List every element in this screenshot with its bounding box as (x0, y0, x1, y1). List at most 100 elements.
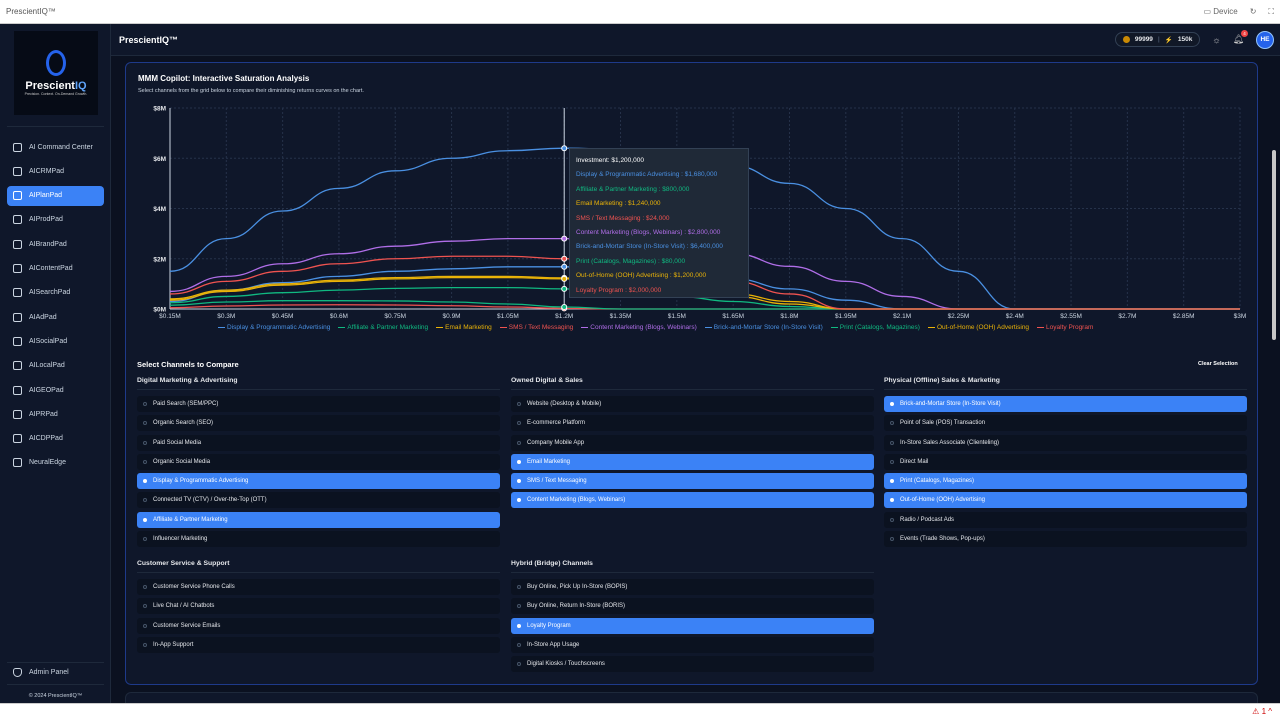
legend-item[interactable]: Affiliate & Partner Marketing (338, 324, 428, 331)
channel-option[interactable]: Events (Trade Shows, Pop-ups) (884, 531, 1247, 548)
sidebar-item-ai-command-center[interactable]: AI Command Center (7, 137, 104, 157)
channel-label: Events (Trade Shows, Pop-ups) (900, 536, 985, 543)
channel-option[interactable]: In-Store App Usage (511, 636, 874, 653)
tooltip-row: Out-of-Home (OOH) Advertising : $1,200,0… (576, 272, 707, 280)
legend-item[interactable]: SMS / Text Messaging (499, 324, 574, 331)
sidebar-item-neuraledge[interactable]: NeuralEdge (7, 453, 104, 473)
nav-icon (13, 288, 22, 298)
radio-dot-icon (143, 604, 147, 609)
nav-icon (13, 458, 22, 468)
channel-option[interactable]: Paid Search (SEM/PPC) (137, 396, 500, 412)
channel-option[interactable]: Buy Online, Pick Up In-Store (BOPIS) (511, 579, 874, 595)
channel-option[interactable]: Print (Catalogs, Magazines) (884, 473, 1247, 490)
channel-option[interactable]: Company Mobile App (511, 434, 874, 451)
y-tick-label: $4M (153, 206, 166, 213)
sidebar-item-ailocalpad[interactable]: AILocalPad (7, 356, 104, 376)
channel-option[interactable]: Out-of-Home (OOH) Advertising (884, 492, 1247, 509)
x-tick-label: $2.1M (893, 313, 911, 320)
channel-label: Loyalty Program (527, 622, 571, 629)
fullscreen-icon[interactable]: ⛶ (1268, 6, 1274, 16)
scrollbar[interactable] (1272, 150, 1276, 340)
channel-option[interactable]: Brick-and-Mortar Store (In-Store Visit) (884, 396, 1247, 412)
clear-selection-button[interactable]: Clear Selection (1198, 361, 1238, 367)
divider (7, 126, 104, 127)
shield-icon (13, 667, 22, 677)
legend-item[interactable]: Display & Programmatic Advertising (218, 324, 330, 331)
channel-option[interactable]: Point of Sale (POS) Transaction (884, 415, 1247, 432)
channel-group-title: Owned Digital & Sales (511, 377, 874, 390)
sidebar-item-aiplanpad[interactable]: AIPlanPad (7, 185, 104, 206)
channel-option[interactable]: Loyalty Program (511, 617, 874, 634)
legend-label: SMS / Text Messaging (508, 324, 574, 331)
copyright: © 2024 PrescientIQ™ (28, 693, 83, 699)
tooltip-row: Loyalty Program : $2,000,000 (576, 286, 662, 294)
avatar[interactable]: HE (1256, 30, 1274, 49)
sidebar-item-aicontentpad[interactable]: AIContentPad (7, 259, 104, 279)
legend-item[interactable]: Out-of-Home (OOH) Advertising (927, 324, 1029, 331)
sidebar-item-label: AIPRPad (29, 410, 58, 418)
sidebar-item-aigeopad[interactable]: AIGEOPad (7, 380, 104, 400)
nav-icon (13, 191, 22, 201)
x-tick-label: $1.35M (610, 313, 632, 320)
sidebar-item-aiprodpad[interactable]: AIProdPad (7, 210, 104, 230)
channel-option[interactable]: Affiliate & Partner Marketing (137, 511, 500, 528)
channel-option[interactable]: In-Store Sales Associate (Clienteling) (884, 434, 1247, 451)
x-tick-label: $1.5M (668, 313, 686, 320)
channel-label: Radio / Podcast Ads (900, 516, 955, 523)
sidebar-item-aibrandpad[interactable]: AIBrandPad (7, 234, 104, 254)
channel-option[interactable]: Email Marketing (511, 453, 874, 470)
channel-option[interactable]: SMS / Text Messaging (511, 473, 874, 490)
legend-marker-icon (436, 326, 444, 329)
legend-item[interactable]: Loyalty Program (1037, 324, 1093, 331)
channel-option[interactable]: Buy Online, Return In-Store (BORIS) (511, 598, 874, 615)
tooltip-row: Affiliate & Partner Marketing : $800,000 (576, 185, 690, 193)
legend-label: Affiliate & Partner Marketing (347, 324, 429, 331)
channel-option[interactable]: Customer Service Emails (137, 617, 500, 634)
channel-group-title: Physical (Offline) Sales & Marketing (884, 377, 1247, 390)
logo: PrescientIQ Precision. Context. On-Deman… (14, 31, 98, 115)
sidebar-item-admin-panel[interactable]: Admin Panel (7, 662, 104, 682)
sidebar-item-aiadpad[interactable]: AIAdPad (7, 307, 104, 327)
divider (7, 662, 104, 663)
channel-option[interactable]: Direct Mail (884, 453, 1247, 470)
device-button[interactable]: ▭ Device (1203, 7, 1238, 16)
sidebar-item-aiprpad[interactable]: AIPRPad (7, 404, 104, 424)
legend-label: Content Marketing (Blogs, Webinars) (590, 324, 697, 331)
legend-item[interactable]: Brick-and-Mortar Store (In-Store Visit) (704, 324, 823, 331)
channel-option[interactable]: Content Marketing (Blogs, Webinars) (511, 492, 874, 509)
legend-item[interactable]: Email Marketing (436, 324, 492, 331)
active-point (561, 145, 568, 152)
x-tick-label: $1.95M (835, 313, 857, 320)
radio-dot-icon (890, 517, 894, 522)
sidebar-item-aisocialpad[interactable]: AISocialPad (7, 331, 104, 351)
channel-option[interactable]: Paid Social Media (137, 434, 500, 451)
header: PrescientIQ™ 99999 | ⚡ 150k ☼ 🔔︎ 4 HE (111, 24, 1280, 56)
channel-label: Direct Mail (900, 458, 929, 465)
channel-option[interactable]: Live Chat / AI Chatbots (137, 598, 500, 615)
channel-option[interactable]: Organic Search (SEO) (137, 415, 500, 432)
x-tick-label: $2.7M (1118, 313, 1136, 320)
channel-option[interactable]: Customer Service Phone Calls (137, 579, 500, 595)
legend-item[interactable]: Content Marketing (Blogs, Webinars) (581, 324, 697, 331)
nav-icon (13, 409, 22, 419)
legend-item[interactable]: Print (Catalogs, Magazines) (830, 324, 920, 331)
channel-option[interactable]: Influencer Marketing (137, 531, 500, 548)
channel-option[interactable]: Website (Desktop & Mobile) (511, 396, 874, 412)
sidebar-item-label: AI Command Center (29, 143, 93, 151)
x-tick-label: $1.2M (555, 313, 573, 320)
notifications-bell-icon[interactable]: 🔔︎ 4 (1233, 30, 1248, 45)
channel-option[interactable]: E-commerce Platform (511, 415, 874, 432)
channel-option[interactable]: Digital Kiosks / Touchscreens (511, 656, 874, 673)
sidebar-item-aicdppad[interactable]: AICDPPad (7, 429, 104, 449)
theme-toggle-sun-icon[interactable]: ☼ (1212, 34, 1221, 45)
sidebar-item-aicrmpad[interactable]: AICRMPad (7, 161, 104, 181)
channel-option[interactable]: Radio / Podcast Ads (884, 511, 1247, 528)
refresh-icon[interactable]: ↻ (1249, 7, 1257, 16)
sidebar-item-aisearchpad[interactable]: AISearchPad (7, 283, 104, 303)
channel-option[interactable]: Connected TV (CTV) / Over-the-Top (OTT) (137, 492, 500, 509)
legend-label: Loyalty Program (1046, 324, 1094, 331)
channel-option[interactable]: In-App Support (137, 636, 500, 653)
channel-option[interactable]: Display & Programmatic Advertising (137, 473, 500, 490)
channel-option[interactable]: Organic Social Media (137, 453, 500, 470)
channel-group-title: Customer Service & Support (137, 560, 500, 573)
